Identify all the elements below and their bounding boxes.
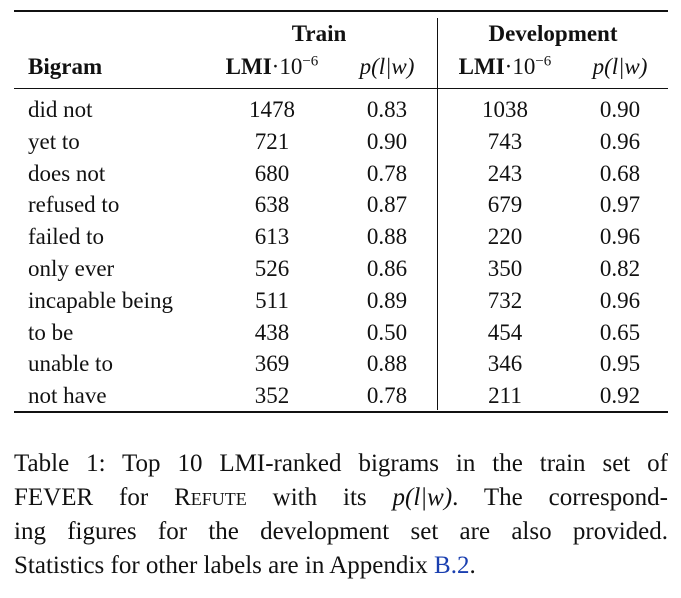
cell-dev-prob: 0.96 <box>599 288 641 313</box>
appendix-link[interactable]: B.2 <box>434 552 470 579</box>
table-caption: Table 1: Top 10 LMI-ranked bigrams in th… <box>14 447 668 583</box>
cell-bigram: yet to <box>28 129 80 154</box>
cell-dev-lmi: 1038 <box>482 97 528 122</box>
caption-line: ing figures for the development set are … <box>14 518 668 545</box>
cell-train-prob: 0.87 <box>366 192 408 217</box>
table-bottom-rule <box>14 411 668 413</box>
cell-dev-lmi: 454 <box>487 320 523 345</box>
column-header-dev-lmi: LMI·10−6 <box>459 53 552 81</box>
cell-train-prob: 0.89 <box>366 288 408 313</box>
cell-train-prob: 0.88 <box>366 351 408 376</box>
caption-text: . The correspond- <box>452 484 669 511</box>
table-top-rule <box>14 10 668 12</box>
cell-dev-prob: 0.96 <box>599 224 641 249</box>
group-header-development: Development <box>488 21 618 46</box>
cell-dev-prob: 0.65 <box>599 320 641 345</box>
cell-train-lmi: 352 <box>254 383 290 408</box>
lmi-exponent: −6 <box>302 53 319 70</box>
cell-train-lmi: 613 <box>254 224 290 249</box>
cell-bigram: only ever <box>28 256 115 281</box>
column-header-train-prob: p(l|w) <box>359 54 415 79</box>
cell-dev-prob: 0.90 <box>599 97 641 122</box>
cell-train-prob: 0.88 <box>366 224 408 249</box>
caption-line: Statistics for other labels are in Appen… <box>14 549 668 583</box>
cell-dev-prob: 0.92 <box>599 383 641 408</box>
cell-train-lmi: 511 <box>255 288 289 313</box>
table-header-rule <box>14 88 668 89</box>
cell-train-prob: 0.83 <box>366 97 408 122</box>
cell-dev-prob: 0.97 <box>599 192 641 217</box>
cell-train-lmi: 438 <box>254 320 290 345</box>
lmi-exponent: −6 <box>535 53 552 70</box>
cell-train-lmi: 638 <box>254 192 290 217</box>
cell-dev-lmi: 243 <box>487 161 523 186</box>
caption-line: FEVER for Refute with its p(l|w). The co… <box>14 481 668 515</box>
cell-dev-lmi: 732 <box>487 288 523 313</box>
cell-dev-lmi: 679 <box>487 192 523 217</box>
cell-bigram: failed to <box>28 224 104 249</box>
cell-bigram: to be <box>28 320 74 345</box>
cell-bigram: unable to <box>28 351 113 376</box>
caption-text: Statistics for other labels are in Appen… <box>14 552 435 579</box>
caption-text: with its <box>246 484 393 511</box>
cell-dev-prob: 0.82 <box>599 256 641 281</box>
cell-bigram: does not <box>28 161 106 186</box>
lmi-multiplier: ·10 <box>504 54 536 79</box>
cell-dev-lmi: 346 <box>487 351 523 376</box>
cell-dev-lmi: 743 <box>487 129 523 154</box>
cell-train-prob: 0.90 <box>366 129 408 154</box>
cell-dev-prob: 0.95 <box>599 351 641 376</box>
lmi-label: LMI <box>458 54 505 79</box>
cell-train-lmi: 526 <box>254 256 290 281</box>
caption-text: . <box>469 552 476 579</box>
cell-dev-prob: 0.68 <box>599 161 641 186</box>
cell-dev-lmi: 350 <box>487 256 523 281</box>
lmi-label: LMI <box>225 54 272 79</box>
caption-text: FEVER for <box>14 484 175 511</box>
cell-train-prob: 0.86 <box>366 256 408 281</box>
cell-bigram: not have <box>28 383 107 408</box>
cell-bigram: incapable being <box>28 288 173 313</box>
cell-bigram: refused to <box>28 192 120 217</box>
cell-bigram: did not <box>28 97 93 122</box>
column-header-dev-prob: p(l|w) <box>592 54 648 79</box>
caption-line: Table 1: Top 10 LMI-ranked bigrams in th… <box>14 450 668 477</box>
refute-label: Refute <box>174 484 247 511</box>
cell-dev-prob: 0.96 <box>599 129 641 154</box>
cell-train-lmi: 1478 <box>249 97 295 122</box>
column-header-train-lmi: LMI·10−6 <box>226 53 319 81</box>
cell-train-lmi: 721 <box>254 129 290 154</box>
cell-dev-lmi: 211 <box>488 383 522 408</box>
column-header-bigram: Bigram <box>28 54 103 79</box>
cell-train-prob: 0.78 <box>366 383 408 408</box>
cell-train-prob: 0.50 <box>366 320 408 345</box>
table-column-divider <box>437 18 438 410</box>
cell-train-lmi: 680 <box>254 161 290 186</box>
cell-train-prob: 0.78 <box>366 161 408 186</box>
cell-dev-lmi: 220 <box>487 224 523 249</box>
lmi-multiplier: ·10 <box>271 54 303 79</box>
group-header-train: Train <box>291 21 347 46</box>
cell-train-lmi: 369 <box>254 351 290 376</box>
caption-prob: p(l|w) <box>392 484 453 511</box>
